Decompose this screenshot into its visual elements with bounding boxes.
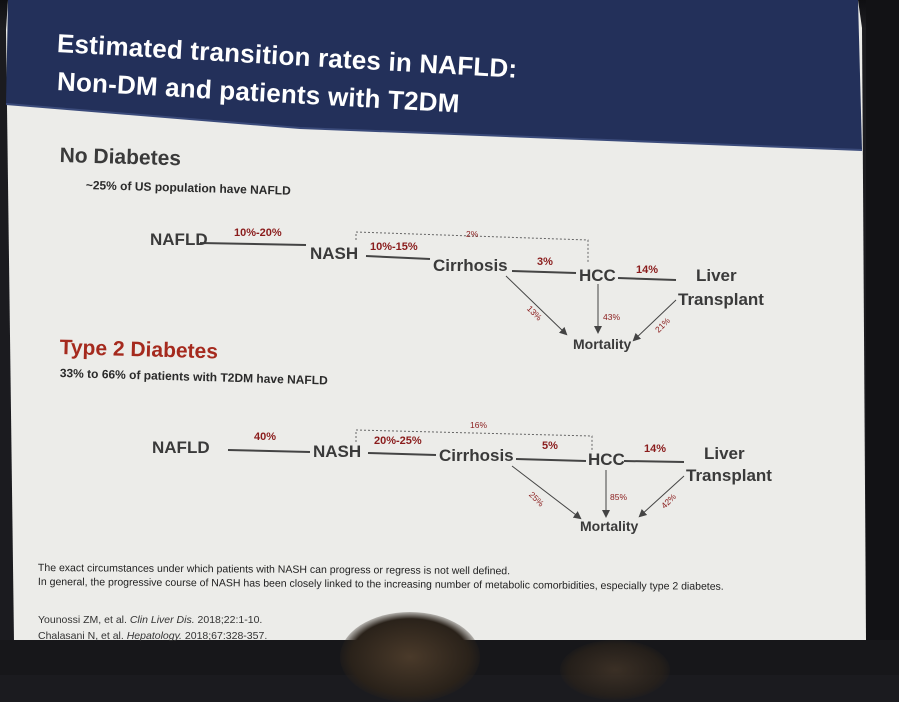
node-cirrhosis: Cirrhosis (433, 256, 508, 275)
rate-nash-hcc-t2dm: 16% (470, 420, 488, 430)
edge-nash-cirrhosis (365, 255, 431, 260)
reference-2-detail: 2018;67:328-357. (184, 630, 268, 642)
edge-nafld-nash (199, 242, 307, 246)
node-mortality: Mortality (573, 336, 632, 352)
node-cirrhosis-t2dm: Cirrhosis (439, 446, 514, 465)
node-nafld-t2dm: NAFLD (152, 438, 210, 457)
rate-hcc-mortality-t2dm: 85% (610, 492, 628, 502)
rate-nash-cirrhosis: 10%-15% (370, 241, 418, 253)
edge-transplant-mortality (632, 299, 677, 342)
reference-1-detail: 2018;22:1-10. (197, 614, 263, 626)
audience-head-2 (560, 640, 670, 700)
node-mortality-t2dm: Mortality (580, 518, 639, 534)
edge-cirrhosis-hcc (511, 270, 577, 274)
edge-nafld-nash-t2dm (227, 449, 311, 453)
reference-2-journal: Hepatology. (126, 630, 182, 642)
edge-nash-hcc-dotted (355, 231, 589, 262)
edge-transplant-mortality-t2dm (638, 475, 685, 518)
reference-1-authors: Younossi ZM, et al. (38, 614, 127, 626)
edge-nash-hcc-dotted-t2dm (355, 429, 593, 452)
transition-diagram (199, 231, 685, 520)
reference-2: Chalasani N, et al. Hepatology. 2018;67:… (38, 630, 267, 642)
node-transplant: Transplant (678, 290, 764, 309)
slide-background (5, 0, 899, 675)
edge-hcc-transplant-t2dm (623, 460, 685, 463)
rate-cirrhosis-hcc-t2dm: 5% (542, 440, 558, 452)
node-nafld: NAFLD (150, 230, 208, 249)
node-nash: NASH (310, 244, 359, 263)
rate-hcc-transplant-t2dm: 14% (644, 443, 667, 455)
audience-head-1 (340, 612, 480, 702)
node-liver: Liver (696, 266, 737, 285)
presentation-slide: Estimated transition rates in NAFLD: Non… (5, 0, 899, 702)
edge-cirrhosis-mortality (505, 275, 568, 336)
node-transplant-t2dm: Transplant (686, 466, 772, 485)
edge-hcc-transplant (617, 277, 677, 281)
title-band-edge (5, 103, 863, 151)
reference-1-journal: Clin Liver Dis. (129, 614, 195, 626)
edge-nash-cirrhosis-t2dm (367, 452, 437, 456)
node-hcc-t2dm: HCC (588, 450, 625, 469)
slide-panel (6, 0, 866, 642)
rate-hcc-mortality: 43% (603, 312, 621, 322)
rate-hcc-transplant: 14% (636, 264, 659, 276)
node-nash-t2dm: NASH (313, 442, 362, 461)
screen-border (866, 0, 899, 675)
node-liver-t2dm: Liver (704, 444, 745, 463)
rate-nafld-nash-t2dm: 40% (254, 431, 277, 443)
reference-2-authors: Chalasani N, et al. (38, 630, 124, 642)
reference-1: Younossi ZM, et al. Clin Liver Dis. 2018… (38, 614, 262, 626)
rate-nafld-nash: 10%-20% (234, 227, 282, 239)
title-band (6, 0, 862, 150)
no-diabetes-diagram (199, 231, 677, 342)
rate-cirrhosis-hcc: 3% (537, 256, 553, 268)
rate-nash-hcc: 2% (466, 229, 479, 239)
rate-nash-cirrhosis-t2dm: 20%-25% (374, 435, 422, 447)
type2-diabetes-diagram (227, 429, 685, 520)
edge-cirrhosis-mortality-t2dm (511, 465, 582, 520)
edge-cirrhosis-hcc-t2dm (515, 458, 587, 462)
node-hcc: HCC (579, 266, 616, 285)
